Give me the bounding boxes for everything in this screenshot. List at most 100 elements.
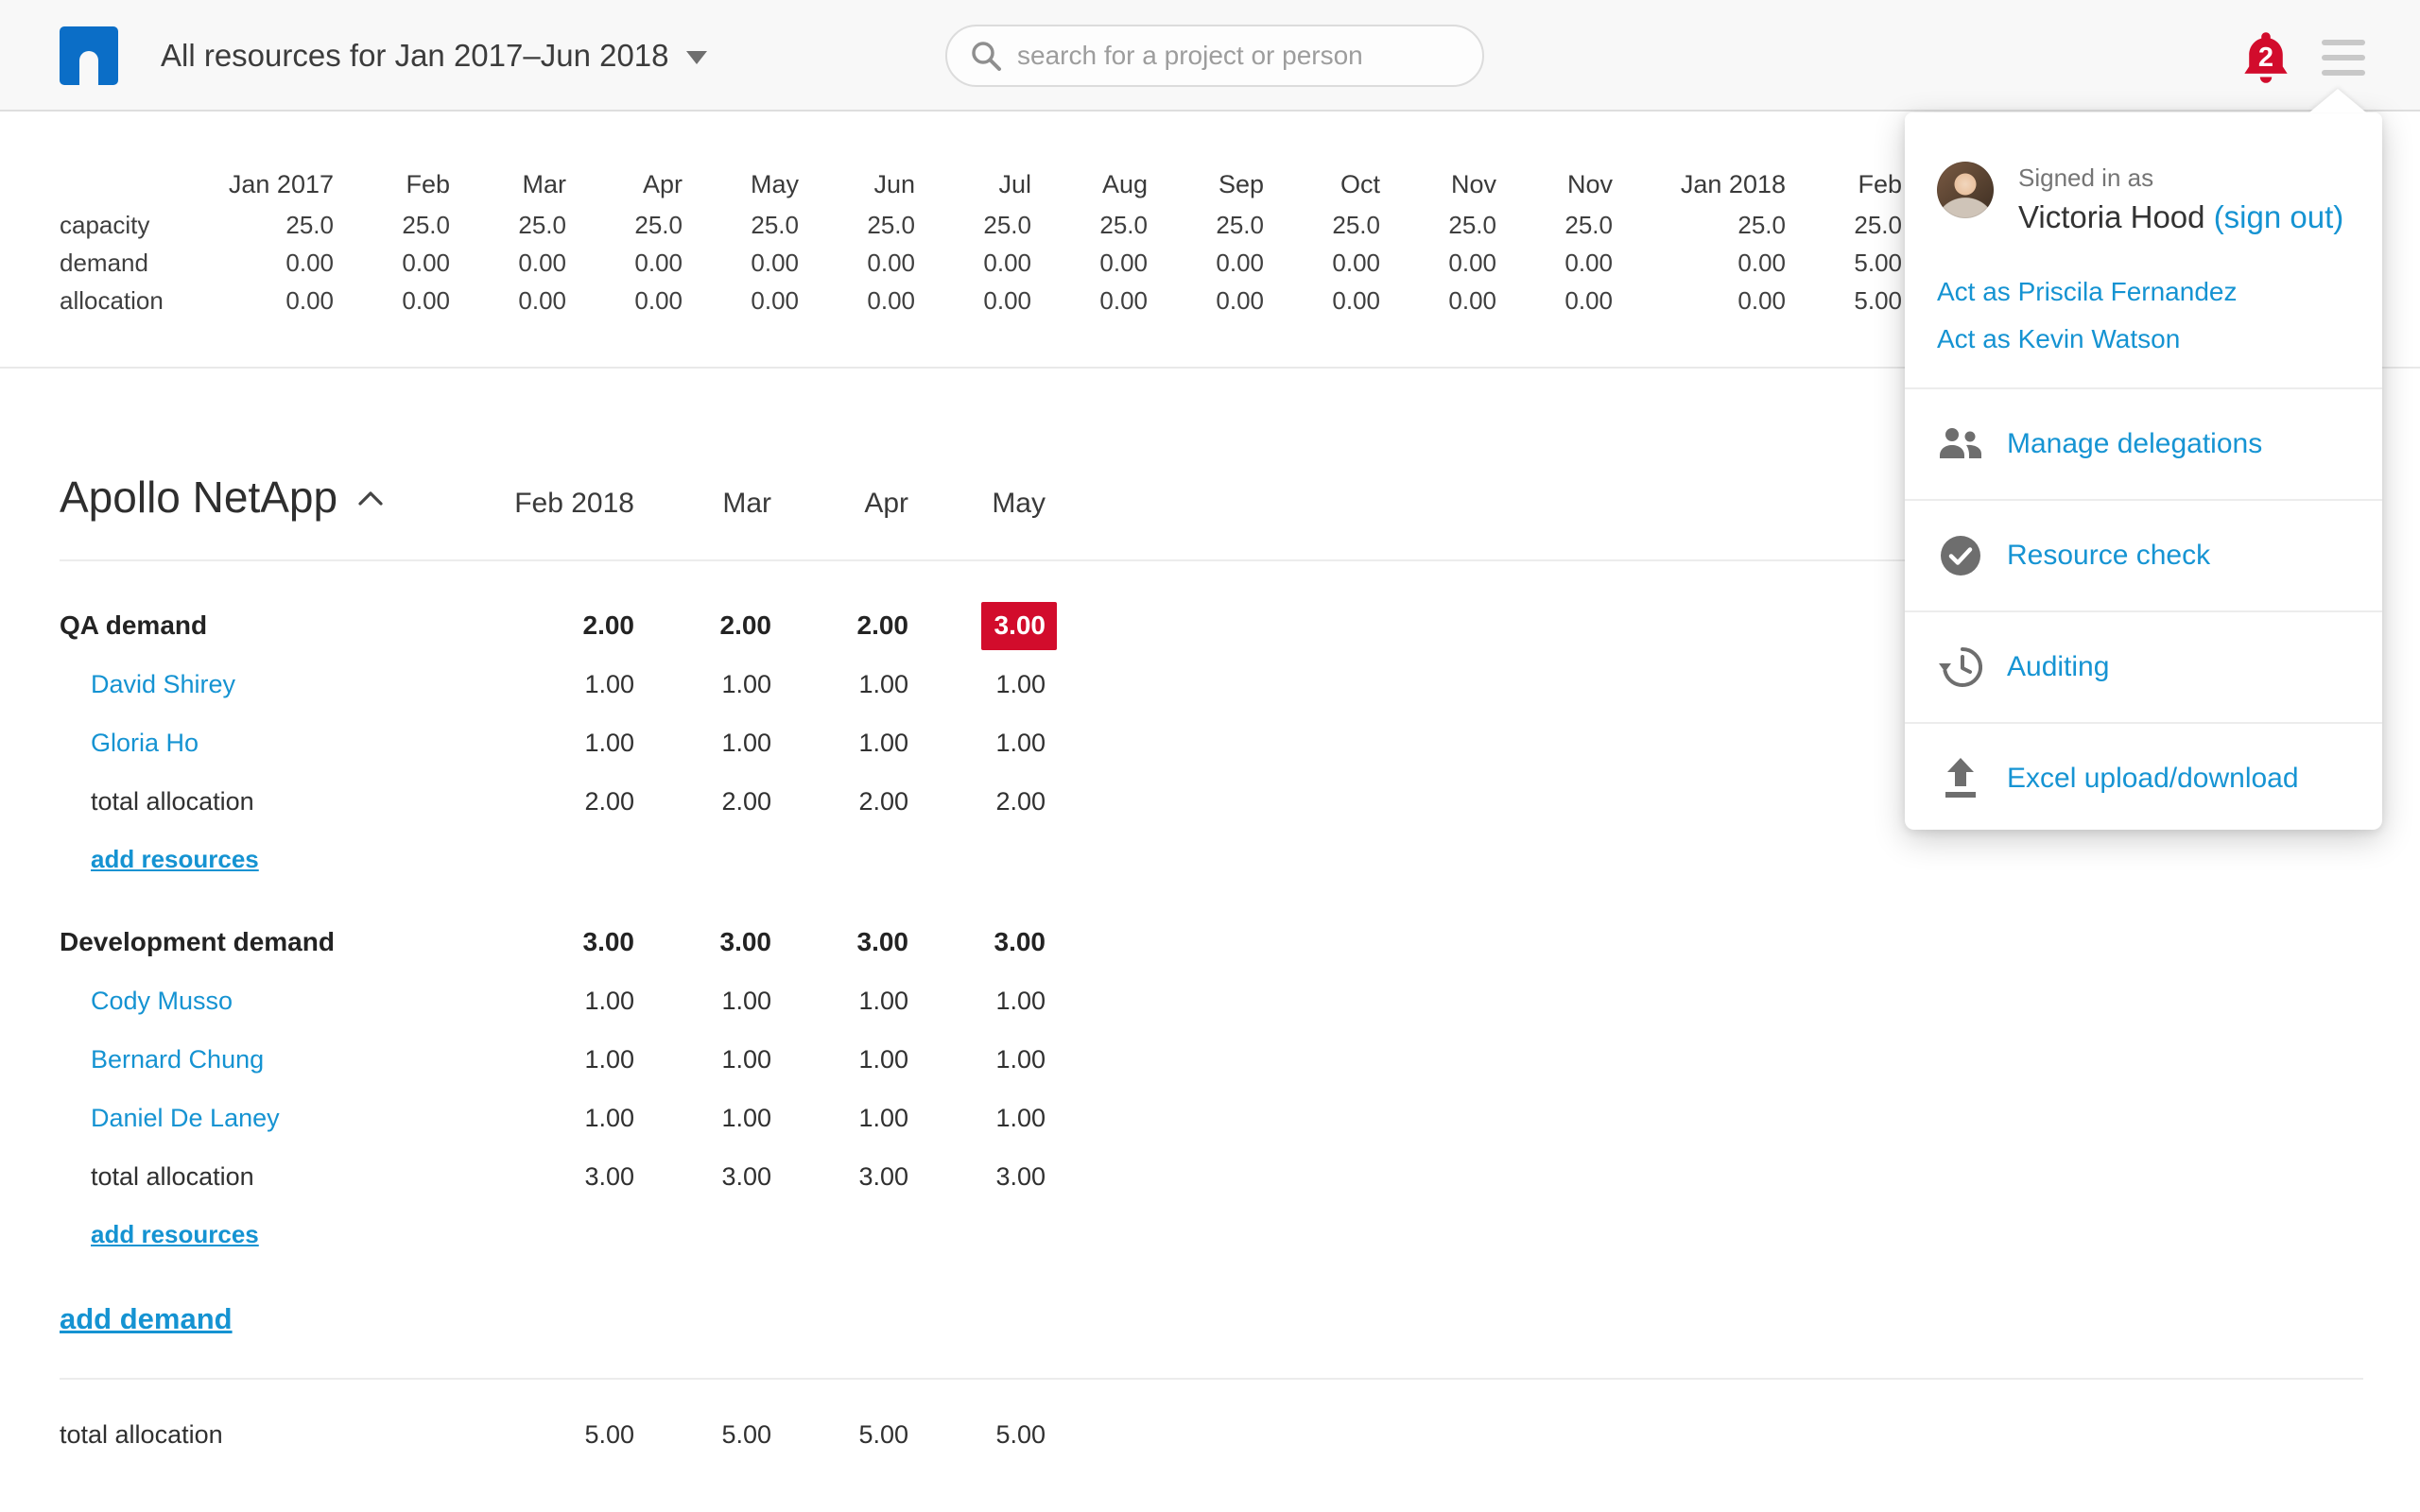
demand-cell: 0.00 [1448, 248, 1496, 277]
menu-item-auditing[interactable]: Auditing [1905, 610, 2382, 722]
add-demand-link[interactable]: add demand [60, 1302, 233, 1335]
demand-cell: 0.00 [1216, 248, 1264, 277]
menu-item-label: Excel upload/download [2007, 763, 2299, 794]
capacity-cell: 25.0 [1216, 210, 1264, 239]
menu-item-excel-upload-download[interactable]: Excel upload/download [1905, 722, 2382, 830]
hamburger-bar [2322, 40, 2365, 45]
capacity-cell: 25.0 [1854, 210, 1902, 239]
act-as-link[interactable]: Act as Priscila Fernandez [1937, 277, 2238, 306]
allocation-cell: 0.00 [1448, 285, 1496, 315]
search-input[interactable] [1017, 41, 1460, 71]
demand-cell: 0.00 [1099, 248, 1148, 277]
user-top: Signed in as Victoria Hood (sign out) [1937, 162, 2348, 235]
menu-item-label: Resource check [2007, 540, 2211, 571]
user-name-line: Victoria Hood (sign out) [2018, 199, 2343, 235]
view-selector-label: All resources for Jan 2017–Jun 2018 [161, 38, 669, 73]
demand-cell: 3.00 [719, 927, 772, 956]
history-icon [1937, 646, 1984, 688]
capacity-cell: 25.0 [1099, 210, 1148, 239]
summary-row-label: allocation [60, 285, 164, 315]
allocation-cell: 0.00 [402, 285, 450, 315]
allocation-cell: 1.00 [584, 669, 634, 698]
allocation-cell: 1.00 [995, 1103, 1046, 1132]
resource-name-link[interactable]: Cody Musso [91, 986, 233, 1015]
demand-cell: 3.00 [582, 927, 635, 956]
demand-cell: 3.00 [994, 927, 1046, 956]
menu-item-label: Manage delegations [2007, 428, 2263, 459]
allocation-cell: 0.00 [285, 285, 334, 315]
resource-row: Cody Musso 1.00 1.00 1.00 1.00 [60, 971, 1194, 1030]
capacity-cell: 25.0 [1564, 210, 1613, 239]
chevron-up-icon [358, 491, 383, 506]
search-box [945, 25, 1484, 87]
allocation-cell: 1.00 [584, 1044, 634, 1074]
total-allocation-cell: 2.00 [721, 786, 771, 816]
menu-item-label: Auditing [2007, 651, 2110, 682]
resource-name-link[interactable]: Gloria Ho [91, 728, 199, 757]
project-title: Apollo NetApp [60, 472, 338, 522]
demand-cell: 0.00 [867, 248, 915, 277]
demand-cell: 0.00 [518, 248, 566, 277]
month-header: Aug [1101, 169, 1148, 198]
allocation-cell: 1.00 [858, 669, 908, 698]
allocation-cell: 5.00 [1854, 285, 1902, 315]
menu-item-resource-check[interactable]: Resource check [1905, 499, 2382, 610]
menu-items: Manage delegations Resource check [1905, 387, 2382, 830]
act-as-links: Act as Priscila Fernandez Act as Kevin W… [1937, 277, 2348, 356]
allocation-cell: 1.00 [584, 728, 634, 757]
project-header-row: Apollo NetApp Feb 2018 Mar Apr May [60, 472, 1099, 523]
collapse-project-button[interactable] [356, 490, 385, 513]
resource-name-link[interactable]: David Shirey [91, 669, 236, 698]
month-header: Nov [1450, 169, 1496, 198]
user-block: Signed in as Victoria Hood (sign out) Ac… [1905, 112, 2382, 356]
resource-name-link[interactable]: Daniel De Laney [91, 1103, 280, 1132]
resource-name-link[interactable]: Bernard Chung [91, 1044, 265, 1074]
demand-cell: 2.00 [856, 610, 909, 640]
allocation-cell: 0.00 [983, 285, 1031, 315]
demand-cell: 0.00 [402, 248, 450, 277]
add-resources-row: add resources [60, 831, 1194, 887]
capacity-cell: 25.0 [402, 210, 450, 239]
allocation-cell: 0.00 [1332, 285, 1380, 315]
user-meta: Signed in as Victoria Hood (sign out) [2018, 163, 2343, 235]
demand-cell: 5.00 [1854, 248, 1902, 277]
month-header: May [992, 488, 1046, 519]
capacity-cell: 25.0 [1737, 210, 1786, 239]
chevron-down-icon [685, 51, 707, 64]
allocation-cell: 0.00 [518, 285, 566, 315]
month-header: Jun [873, 169, 915, 198]
capacity-cell: 25.0 [751, 210, 799, 239]
menu-item-manage-delegations[interactable]: Manage delegations [1905, 387, 2382, 499]
month-header: Sep [1218, 169, 1264, 198]
signed-in-as-label: Signed in as [2018, 163, 2154, 192]
capacity-cell: 25.0 [1332, 210, 1380, 239]
notifications-bell-icon[interactable]: 2 [2240, 30, 2291, 87]
spacer [60, 887, 1194, 913]
allocation-cell: 0.00 [1099, 285, 1148, 315]
demand-cell: 2.00 [582, 610, 635, 640]
check-circle-icon [1937, 535, 1984, 576]
add-resources-link[interactable]: add resources [91, 844, 259, 873]
total-allocation-cell: 3.00 [858, 1161, 908, 1191]
demand-cell: 0.00 [1564, 248, 1613, 277]
view-selector[interactable]: All resources for Jan 2017–Jun 2018 [161, 0, 707, 112]
demand-group-label: QA demand [60, 610, 208, 640]
demand-group-row: QA demand 2.00 2.00 2.00 3.00 [60, 596, 1194, 655]
allocation-cell: 0.00 [634, 285, 683, 315]
allocation-cell: 1.00 [584, 1103, 634, 1132]
allocation-cell: 1.00 [995, 1044, 1046, 1074]
sign-out-link[interactable]: (sign out) [2213, 199, 2344, 234]
add-resources-link[interactable]: add resources [91, 1219, 259, 1248]
search-icon [972, 42, 1001, 71]
over-allocated-badge: 3.00 [980, 601, 1057, 650]
total-allocation-label: total allocation [91, 1161, 254, 1191]
avatar [1937, 162, 1994, 218]
total-allocation-cell: 3.00 [584, 1161, 634, 1191]
hamburger-menu-icon[interactable] [2322, 40, 2365, 76]
top-bar: All resources for Jan 2017–Jun 2018 2 [0, 0, 2420, 112]
act-as-link[interactable]: Act as Kevin Watson [1937, 324, 2181, 353]
netapp-logo[interactable] [60, 26, 118, 85]
month-header: Feb [406, 169, 450, 198]
allocation-cell: 1.00 [995, 986, 1046, 1015]
allocation-cell: 1.00 [995, 728, 1046, 757]
